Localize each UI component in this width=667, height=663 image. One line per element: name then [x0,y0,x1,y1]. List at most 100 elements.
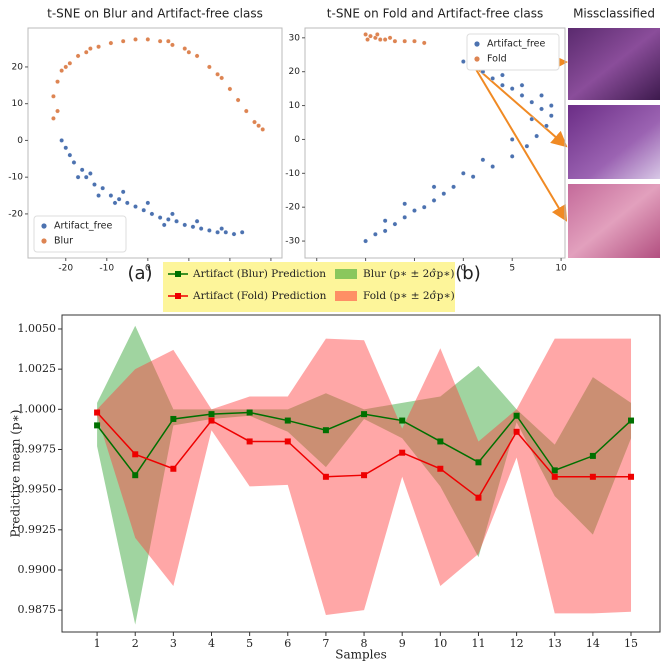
point [460,170,466,176]
point [174,218,179,224]
marker [208,417,215,424]
x-tick-label: 2 [132,637,139,650]
x-tick-label: 0 [460,264,466,274]
point [75,174,81,180]
point [215,71,220,77]
point [112,200,118,206]
legend-marker [41,223,47,229]
y-tick-label: 1.0025 [18,362,57,375]
legend-label: Artifact_free [54,221,113,232]
point [133,36,138,42]
point [460,59,466,64]
point [108,193,114,198]
legend-label: Artifact (Blur) Prediction [192,268,326,280]
point [500,72,505,78]
point [223,229,229,235]
point [529,99,535,105]
y-tick-label: 20 [12,62,24,72]
point [529,116,535,122]
point [79,167,85,173]
point [165,38,171,44]
legend-label: Artifact_free [487,39,546,50]
legend-box [466,33,560,71]
misclassified-image [568,28,660,100]
x-tick-label: 14 [586,637,600,650]
point [170,211,175,217]
y-tick-label: 0.9900 [18,563,57,576]
point [235,97,241,103]
y-tick-label: 0 [17,136,23,146]
marker [437,438,444,445]
image-panel-title: Missclassified [573,7,655,21]
chart-title: t-SNE on Fold and Artifact-free class [327,7,543,21]
point [534,133,540,139]
point [190,224,196,230]
legend-marker [474,56,480,62]
point [67,60,73,66]
x-tick-label: 8 [361,637,368,650]
legend-label: Blur (p∗ ± 2σ̂p∗) [363,268,454,280]
marker [589,452,596,459]
marker [284,417,291,424]
point [402,38,408,44]
point [544,123,549,129]
y-tick-label: -10 [8,173,23,183]
point [141,207,147,213]
point [51,93,56,99]
chart-title: t-SNE on Blur and Artifact-free class [47,7,263,21]
y-tick-label: -30 [285,237,300,247]
arrow [473,65,568,222]
point [243,108,249,114]
point [227,86,233,92]
chart: t-SNE on Blur and Artifact-free class -20… [8,7,283,274]
point [51,115,56,121]
point [509,137,515,142]
point [256,123,262,129]
x-tick-label: 12 [510,637,524,650]
x-tick-label: 15 [624,637,638,650]
y-axis-label: Predictive mean (p∗) [9,410,23,538]
point [219,226,225,232]
legend-marker [175,293,181,299]
y-tick-label: 0.9875 [18,603,57,616]
point [165,217,171,222]
point [63,145,69,151]
marker [170,465,177,472]
point [231,231,237,237]
arrows [469,54,568,222]
misclassified-image [568,105,660,179]
point [539,106,544,112]
marker [513,412,520,419]
point [519,82,525,88]
point [83,49,89,55]
point [421,204,427,210]
point [206,228,212,233]
legend-patch [335,291,357,301]
point [186,49,192,55]
point [120,38,126,44]
point [219,75,225,81]
marker [246,409,253,416]
legend-box [163,262,455,312]
marker [361,411,368,418]
marker [475,459,482,466]
arrow [471,63,568,148]
point [157,38,163,44]
point [431,198,437,203]
x-tick-label: 11 [471,637,485,650]
chart: 1 2 3 4 5 6 7 8 9 10 11 12 13 14 150.98750.99000.99250… [9,262,661,662]
marker [628,473,635,480]
x-axis-label: Samples [335,648,387,662]
x-tick-label: 0 [145,264,151,274]
legend-patch [335,269,357,279]
point [215,229,220,235]
plot-frame [61,314,661,633]
point [421,40,427,46]
panel-label: (b) [455,263,480,284]
marker [322,427,329,434]
point [194,218,200,224]
y-tick-label: -10 [285,169,300,179]
legend-label: Fold [487,54,507,65]
point [548,103,554,108]
legend-label: Fold (p∗ ± 2σ̂p∗) [363,290,455,302]
